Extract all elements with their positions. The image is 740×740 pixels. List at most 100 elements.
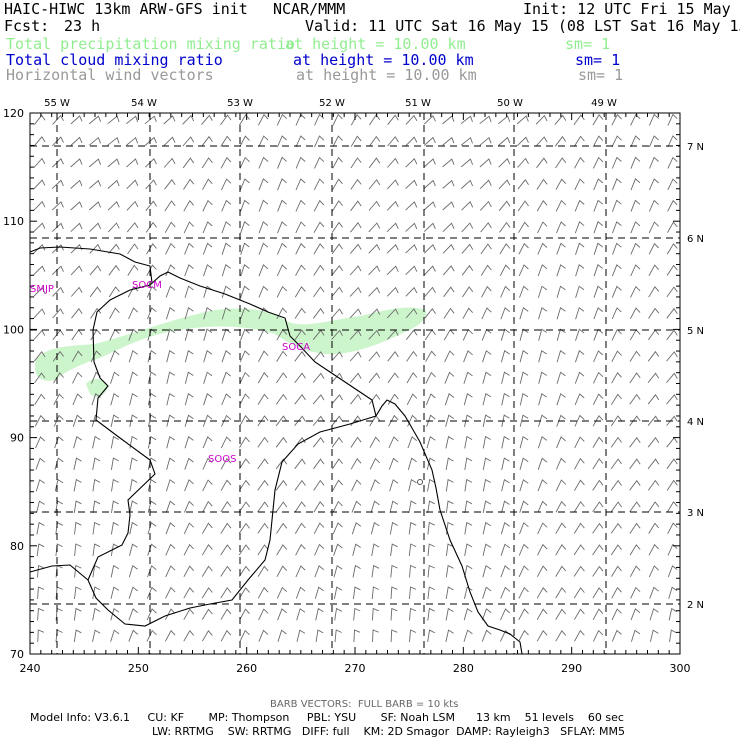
wind-barb (107, 201, 120, 211)
field-wind-sm: sm= 1 (578, 66, 624, 84)
wind-barb (33, 244, 46, 254)
wind-barb (573, 114, 585, 126)
wind-barb (166, 435, 175, 449)
wind-barb (666, 458, 678, 470)
wind-barb (611, 113, 622, 126)
wind-barb (314, 135, 325, 148)
wind-barb (165, 522, 176, 535)
wind-barb (314, 565, 324, 578)
wind-barb (575, 307, 585, 320)
wind-barb (110, 586, 120, 599)
wind-barbs (33, 113, 678, 643)
wind-barb (498, 115, 511, 125)
wind-barb (593, 264, 603, 277)
wind-barb (314, 543, 325, 556)
wind-barb (52, 329, 64, 340)
latitude-label: 3 N (687, 508, 704, 519)
wind-barb (294, 437, 306, 448)
wind-barb (648, 113, 659, 126)
wind-barb (388, 414, 399, 427)
wind-barb (295, 156, 306, 169)
wind-barb (481, 328, 492, 341)
wind-barb (239, 350, 250, 363)
wind-barb (70, 179, 83, 189)
wind-barb (368, 200, 381, 211)
wind-barb (277, 608, 287, 621)
wind-barb (556, 242, 566, 255)
wind-barb (667, 156, 678, 169)
wind-barb (369, 114, 381, 126)
wind-barb (238, 565, 250, 577)
wind-barb (593, 199, 604, 212)
wind-barb (629, 565, 641, 578)
wind-barb (110, 629, 120, 642)
wind-barb (442, 115, 455, 125)
wind-barb (611, 608, 622, 621)
wind-barb (460, 158, 474, 168)
wind-barb (92, 607, 101, 621)
wind-barb (499, 243, 511, 255)
wind-barb (666, 264, 678, 276)
wind-barb (128, 586, 138, 599)
wind-barb (33, 265, 46, 276)
wind-barb (409, 586, 417, 600)
wind-barb (649, 156, 659, 169)
wind-barb (92, 500, 101, 513)
wind-barb (443, 329, 455, 341)
wind-barb (537, 285, 548, 298)
wind-barb (573, 565, 585, 577)
wind-barb (482, 586, 492, 599)
wind-barb (146, 586, 157, 599)
wind-barb (630, 156, 641, 169)
wind-barb (574, 436, 585, 449)
wind-barb (129, 543, 138, 556)
wind-barb (630, 221, 641, 234)
wind-barb (36, 564, 45, 578)
longitude-label: 53 W (227, 98, 253, 109)
wind-barb (147, 478, 157, 492)
wind-barb (163, 136, 176, 147)
wind-barb (612, 199, 622, 212)
wind-barb (593, 328, 604, 341)
wind-barb (184, 457, 194, 470)
wind-barb (648, 199, 659, 212)
wind-barb (425, 393, 436, 406)
wind-barb (184, 479, 194, 492)
wind-barb (555, 522, 567, 534)
wind-barb (313, 178, 325, 191)
wind-barb (331, 329, 343, 340)
wind-barb (350, 458, 362, 470)
wind-barb (331, 436, 343, 448)
wind-barb (74, 521, 82, 535)
wind-barb (145, 221, 157, 233)
wind-barb (184, 285, 194, 298)
wind-barb (406, 393, 418, 406)
wind-barb (517, 179, 529, 190)
wind-barb (165, 586, 176, 599)
wind-barb (258, 629, 269, 642)
wind-barb (110, 564, 120, 578)
wind-barb (630, 629, 641, 642)
wind-barb (667, 543, 678, 556)
wind-barb (629, 415, 641, 427)
wind-barb (314, 113, 325, 126)
wind-barb (221, 414, 232, 427)
wind-barb (165, 565, 176, 578)
wind-barb (70, 158, 83, 168)
wind-barb (72, 371, 83, 384)
wind-barb (296, 608, 306, 621)
wind-barb (109, 350, 120, 363)
wind-barb (239, 393, 250, 406)
wind-barb (405, 136, 418, 147)
wind-barb (90, 350, 102, 363)
wind-barb (257, 436, 269, 448)
wind-barb (479, 115, 492, 125)
wind-barb (611, 372, 622, 384)
wind-barb (423, 222, 436, 232)
wind-barb (573, 587, 585, 599)
wind-barb (368, 286, 381, 297)
wind-barb (332, 113, 343, 126)
wind-barb (276, 242, 287, 255)
wind-barb (369, 436, 381, 448)
